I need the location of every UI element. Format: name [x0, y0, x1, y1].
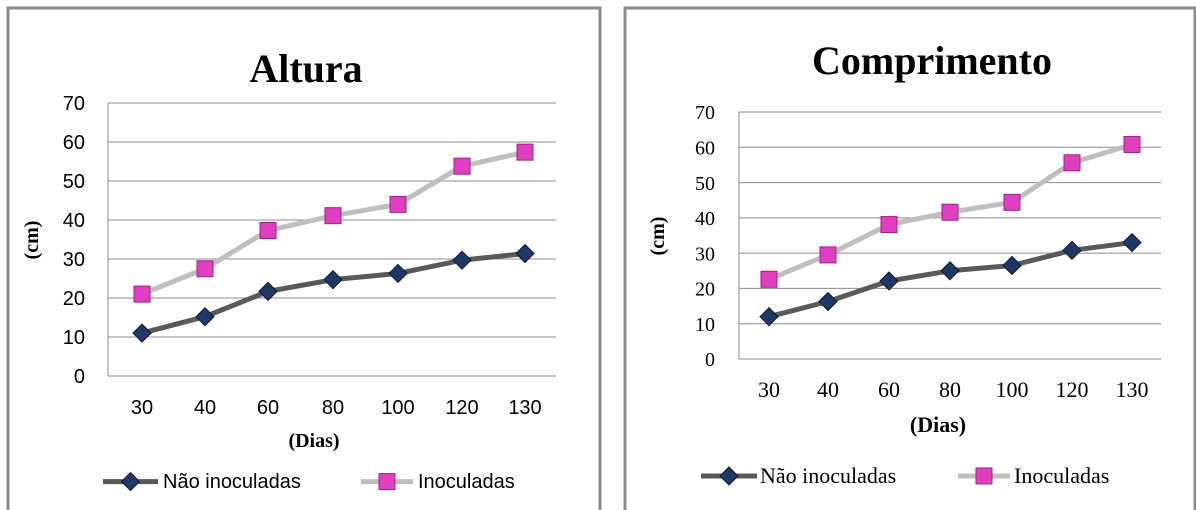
chart-title: Altura	[249, 46, 362, 91]
y-tick-label: 50	[63, 171, 85, 193]
y-tick-label: 40	[63, 210, 85, 232]
y-tick-label: 0	[705, 349, 715, 371]
x-tick-label: 100	[381, 397, 414, 419]
y-tick-label: 70	[63, 93, 85, 115]
x-tick-label: 60	[257, 397, 279, 419]
legend-marker	[378, 473, 396, 491]
data-point	[259, 222, 277, 240]
y-tick-label: 30	[695, 243, 715, 265]
data-point	[132, 323, 152, 343]
data-point	[258, 281, 278, 302]
legend-label: Não inoculadas	[760, 463, 896, 488]
data-point	[819, 246, 837, 264]
data-point	[1063, 154, 1081, 172]
data-point	[880, 216, 898, 234]
data-point	[515, 243, 535, 264]
y-tick-label: 50	[695, 173, 715, 195]
data-point	[879, 271, 899, 291]
data-point	[1122, 232, 1142, 253]
chart-altura: Altura 0 10 20 30 40 50 60 70 30 40 60 80 100 120 130 (D…	[6, 6, 602, 510]
y-tick-label: 10	[695, 314, 715, 336]
x-tick-label: 30	[131, 397, 153, 419]
x-tick-label: 120	[1056, 377, 1089, 402]
y-tick-label: 30	[63, 249, 85, 271]
x-axis-label: (Dias)	[288, 430, 339, 452]
y-tick-label: 60	[63, 132, 85, 154]
data-point	[453, 157, 471, 175]
y-tick-label: 60	[695, 137, 715, 159]
y-tick-label: 20	[63, 288, 85, 310]
legend-label: Inoculadas	[1014, 463, 1109, 488]
x-tick-label: 40	[194, 397, 216, 419]
chart-frame	[623, 6, 1196, 510]
data-point	[452, 250, 472, 270]
data-point	[133, 285, 151, 303]
chart-comprimento: Comprimento 0 10 20 30 40 50 60 70 30 40 60 80 100 120…	[620, 0, 1196, 510]
chart-altura-svg: Altura 0 10 20 30 40 50 60 70 30 40 60 80 100 120 130 (D…	[6, 6, 602, 510]
data-point	[324, 207, 342, 225]
data-point	[1062, 240, 1082, 261]
data-point	[760, 270, 778, 288]
legend-marker	[120, 471, 141, 492]
y-tick-label: 70	[695, 102, 715, 124]
legend-marker	[719, 466, 739, 486]
data-point	[941, 203, 959, 221]
x-tick-label: 130	[1116, 377, 1149, 402]
y-tick-label: 20	[695, 279, 715, 301]
data-point	[516, 143, 534, 161]
x-axis-label: (Dias)	[910, 412, 966, 437]
x-tick-label: 120	[445, 397, 478, 419]
data-point	[388, 263, 408, 284]
y-axis-label: (cm)	[647, 217, 669, 256]
data-point	[1002, 255, 1022, 276]
x-tick-label: 30	[758, 377, 780, 402]
chart-comprimento-svg: Comprimento 0 10 20 30 40 50 60 70 30 40 60 80 100 120…	[623, 6, 1196, 510]
legend-label: Inoculadas	[418, 471, 515, 493]
y-axis-label: (cm)	[21, 221, 43, 260]
legend-marker	[975, 467, 993, 485]
y-tick-label: 40	[695, 208, 715, 230]
y-tick-label: 0	[74, 366, 85, 388]
data-point	[759, 306, 779, 327]
data-point	[195, 307, 215, 327]
data-point	[196, 260, 214, 278]
x-tick-label: 80	[322, 397, 344, 419]
chart-title: Comprimento	[812, 38, 1052, 83]
x-tick-label: 130	[508, 397, 541, 419]
y-tick-label: 10	[63, 327, 85, 349]
x-tick-label: 100	[996, 377, 1029, 402]
x-tick-label: 40	[817, 377, 839, 402]
data-point	[1003, 193, 1021, 211]
data-point	[1123, 135, 1141, 153]
legend-label: Não inoculadas	[163, 471, 301, 493]
x-tick-label: 80	[939, 377, 961, 402]
x-tick-label: 60	[878, 377, 900, 402]
data-point	[323, 269, 343, 290]
data-point	[389, 195, 407, 213]
data-point	[940, 261, 960, 281]
data-point	[818, 291, 838, 312]
